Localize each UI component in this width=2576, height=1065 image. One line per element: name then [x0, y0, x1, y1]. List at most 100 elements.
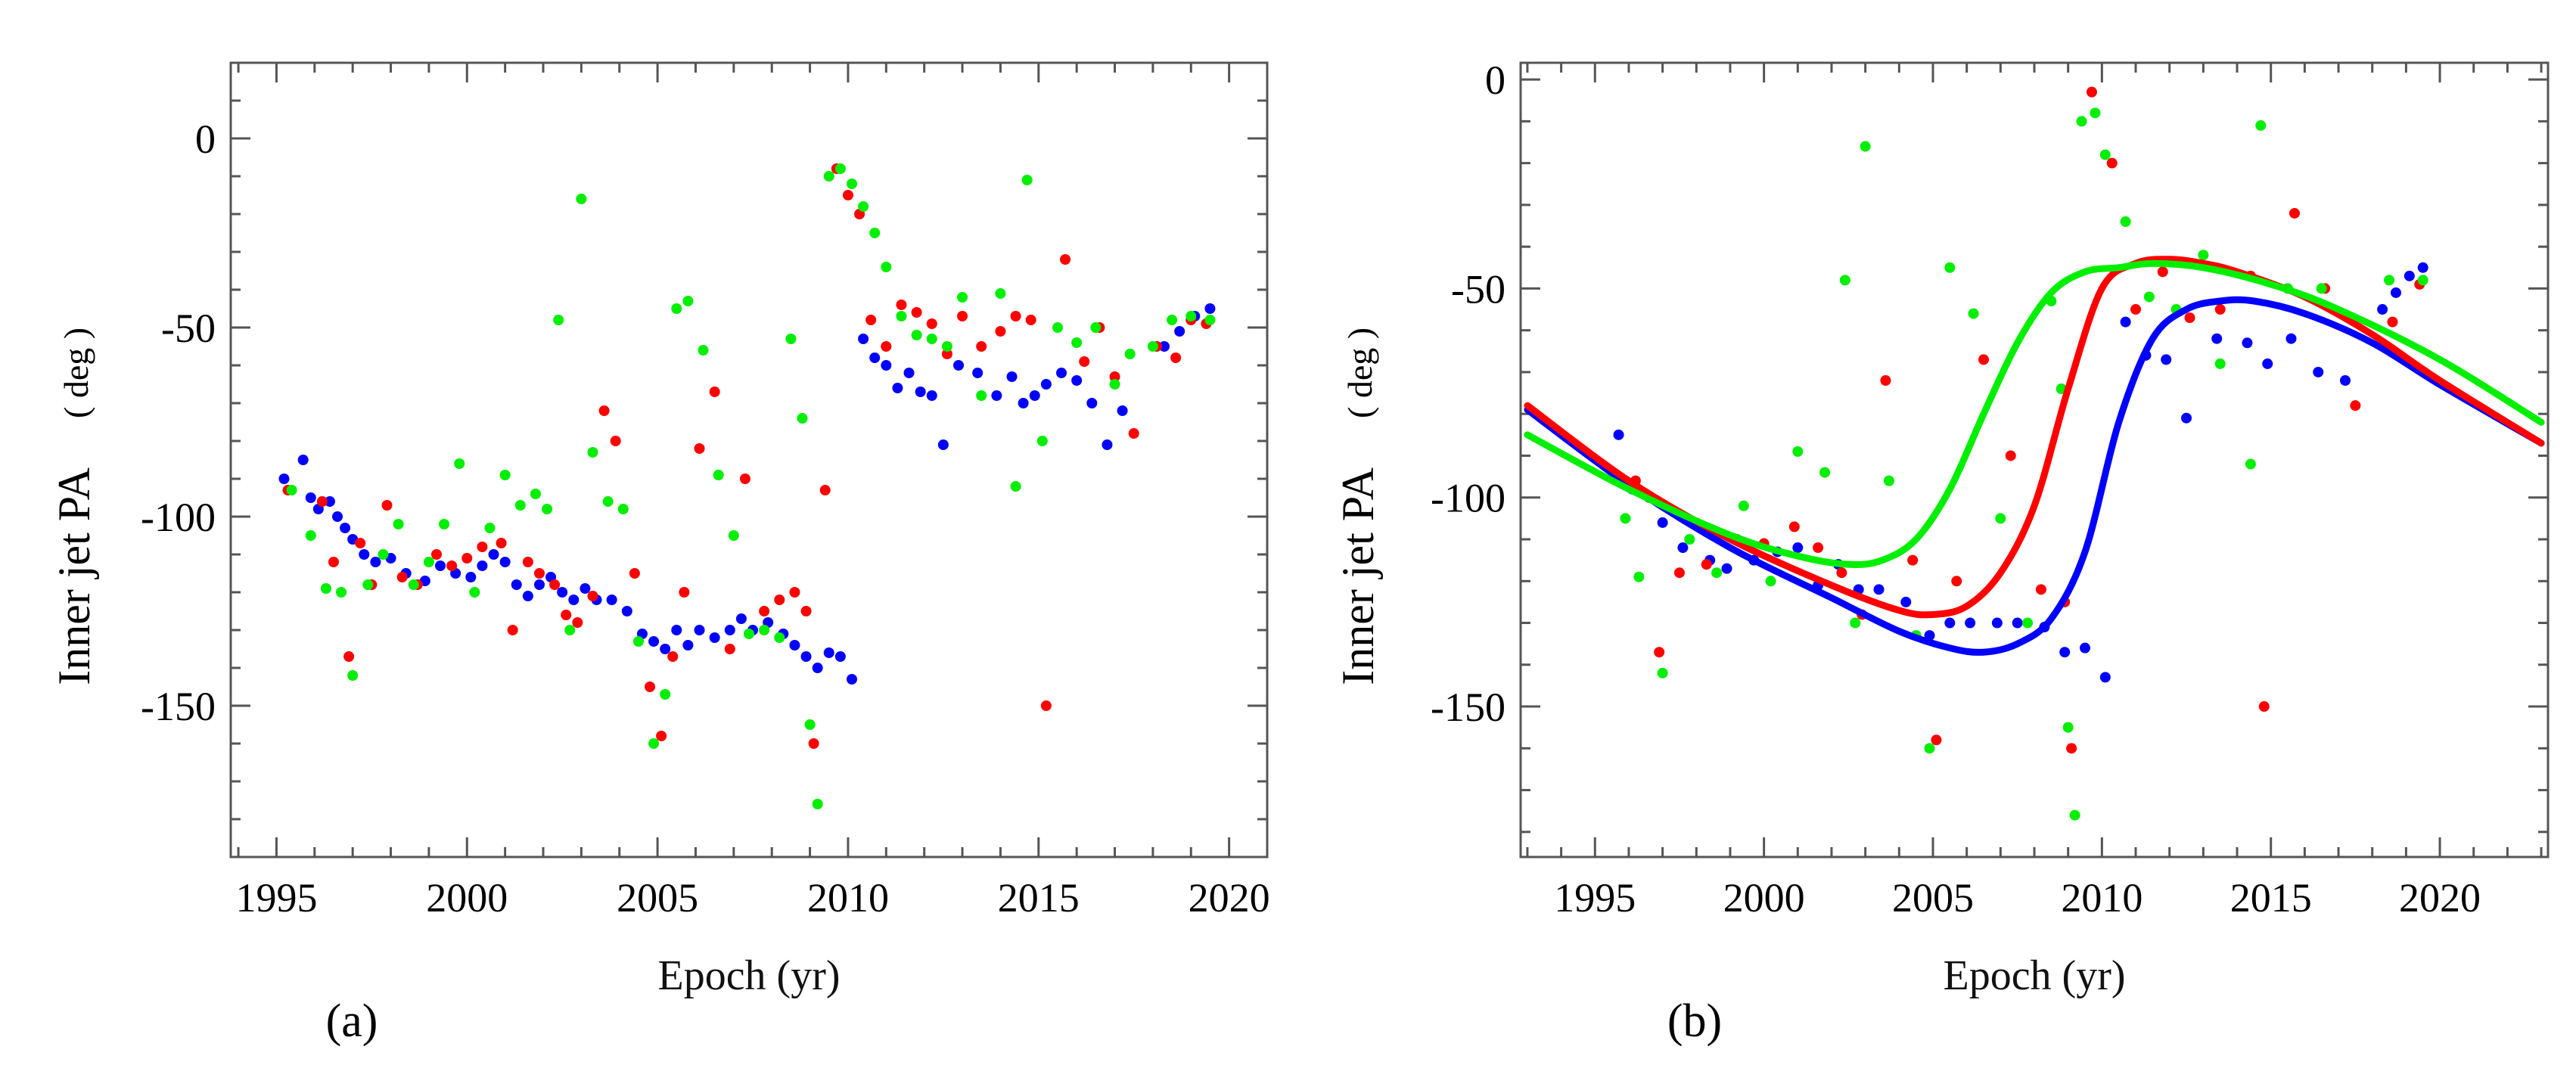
red-data-point — [1907, 554, 1919, 566]
green-data-point — [362, 579, 374, 590]
red-data-point — [645, 682, 656, 692]
red-data-point — [1060, 254, 1071, 265]
green-data-point — [286, 485, 297, 495]
y-tick-label: -100 — [1431, 476, 1506, 521]
blue-data-point — [1792, 542, 1804, 554]
red-data-point — [842, 190, 853, 200]
red-data-point — [926, 318, 937, 329]
red-data-point — [2035, 584, 2046, 595]
y-axis-title-text-b: Inner jet PA — [1333, 467, 1383, 685]
blue-data-point — [359, 549, 370, 560]
green-data-point — [846, 179, 857, 189]
red-data-point — [656, 731, 667, 741]
blue-data-point — [937, 439, 949, 450]
blue-data-point — [846, 674, 857, 685]
blue-data-point — [2059, 647, 2071, 658]
green-data-point — [1968, 308, 1979, 319]
blue-data-point — [2339, 375, 2351, 386]
blue-data-point — [522, 591, 533, 601]
green-data-point — [1839, 275, 1850, 286]
red-data-point — [1673, 567, 1685, 579]
blue-data-point — [1018, 398, 1029, 408]
green-data-point — [823, 171, 834, 182]
blue-data-point — [709, 632, 720, 643]
green-data-point — [1924, 743, 1935, 754]
axis-ticks-b: 1995 2000 2005 2010 2015 2020 0 -50 -100 -150 — [1431, 57, 2548, 921]
panel-label-a: (a) — [326, 995, 378, 1047]
green-data-point — [1167, 315, 1178, 325]
blue-data-point — [606, 595, 617, 605]
green-data-point — [941, 341, 952, 352]
red-data-point — [522, 557, 533, 567]
red-data-point — [2005, 450, 2016, 461]
blue-data-point — [340, 523, 351, 533]
green-data-point — [896, 311, 907, 321]
red-data-point — [381, 500, 393, 511]
red-data-point — [976, 341, 987, 352]
blue-data-point — [435, 560, 446, 571]
green-data-point — [1620, 513, 1631, 524]
green-data-point — [514, 500, 526, 511]
red-data-point — [2350, 400, 2361, 411]
blue-data-point — [1965, 617, 1976, 629]
blue-fit-curve — [1524, 296, 2545, 656]
green-data-point — [1021, 175, 1033, 185]
green-fit-curve — [1524, 259, 2545, 568]
axis-ticks-a: 1995 2000 2005 2010 2015 2020 0 -50 -100 -150 — [141, 61, 1270, 921]
red-data-point — [2157, 266, 2168, 278]
green-data-point — [2245, 458, 2256, 470]
red-data-point — [896, 300, 907, 310]
blue-data-point — [1006, 371, 1018, 382]
blue-data-point — [1159, 341, 1170, 352]
green-data-point — [858, 201, 869, 212]
green-data-point — [576, 194, 587, 204]
blue-data-point — [2313, 366, 2324, 377]
blue-data-point — [305, 492, 316, 503]
red-data-point — [1040, 700, 1052, 711]
red-data-point — [1109, 371, 1120, 382]
blue-data-point — [1873, 584, 1885, 595]
green-data-point — [336, 587, 347, 598]
green-data-point — [744, 629, 754, 639]
red-data-point — [957, 311, 968, 321]
blue-data-point — [972, 368, 983, 378]
red-data-point — [724, 644, 735, 654]
green-data-point — [617, 504, 629, 514]
blue-data-point — [682, 640, 694, 650]
blue-data-point — [1040, 379, 1052, 390]
red-data-point — [461, 553, 473, 564]
blue-data-point — [926, 390, 937, 401]
panel-label-b: (b) — [1667, 995, 1722, 1047]
green-data-point — [378, 549, 389, 560]
green-data-point — [785, 334, 797, 344]
green-data-point — [1052, 322, 1063, 333]
red-data-point — [598, 405, 610, 416]
blue-data-point — [1657, 517, 1668, 528]
x-tick-label: 2010 — [2061, 875, 2143, 921]
blue-data-point — [2404, 270, 2415, 281]
blue-data-point — [671, 625, 682, 635]
red-data-point — [533, 568, 545, 579]
red-data-point — [911, 307, 922, 318]
data-points-a — [278, 163, 1216, 809]
red-data-point — [1025, 315, 1036, 325]
blue-data-point — [1174, 326, 1185, 337]
red-data-point — [941, 349, 952, 359]
green-data-point — [2120, 216, 2131, 227]
blue-data-point — [915, 387, 926, 397]
green-data-point — [698, 345, 709, 356]
red-data-point — [1654, 647, 1665, 658]
green-data-point — [797, 413, 808, 424]
blue-data-point — [557, 587, 568, 598]
blue-data-point — [694, 625, 705, 635]
red-data-point — [610, 436, 621, 446]
x-tick-label: 1995 — [235, 875, 317, 921]
x-tick-label: 2020 — [1189, 875, 1270, 921]
red-data-point — [995, 326, 1006, 337]
fit-curves-b — [1524, 256, 2545, 656]
blue-data-point — [465, 572, 477, 582]
blue-data-point — [648, 636, 660, 647]
red-data-point — [2214, 304, 2226, 315]
x-tick-label: 2000 — [426, 875, 508, 921]
green-data-point — [499, 470, 511, 480]
